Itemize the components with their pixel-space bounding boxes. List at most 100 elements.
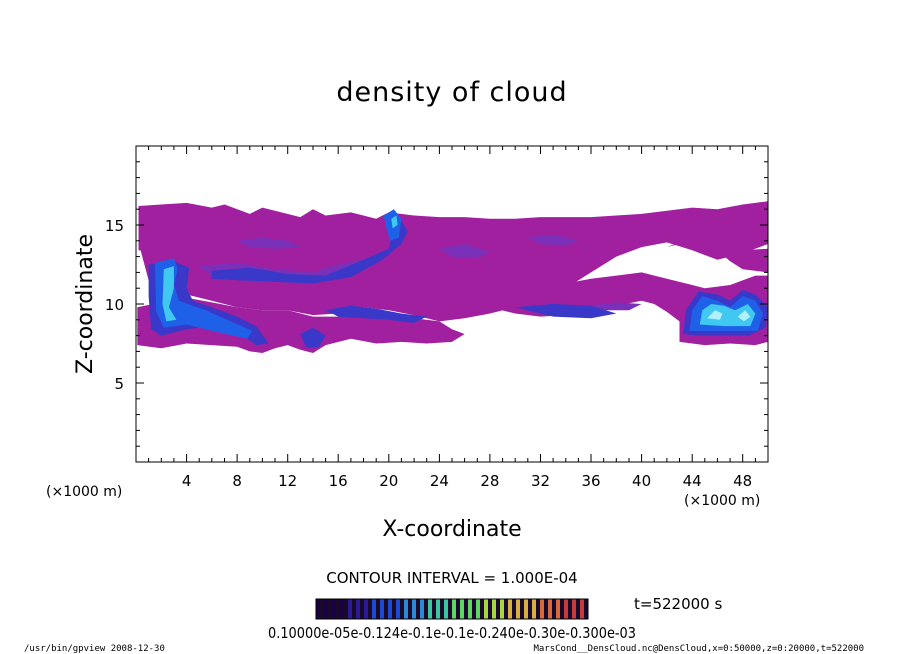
field-region-medium-9 (211, 221, 408, 284)
field-region-max-22 (737, 310, 751, 322)
colorbar-swatch (320, 599, 324, 619)
colorbar-swatch (504, 599, 508, 619)
field-region-peak-19 (391, 215, 398, 229)
colorbar-swatch (316, 599, 320, 619)
colorbar (316, 599, 588, 619)
colorbar-swatch (416, 599, 420, 619)
y-tick-label: 10 (105, 296, 124, 314)
colorbar-swatch (568, 599, 572, 619)
colorbar-swatch (580, 599, 584, 619)
colorbar-swatch (348, 599, 352, 619)
colorbar-swatch (532, 599, 536, 619)
y-tick-label: 15 (105, 217, 124, 235)
colorbar-swatch (424, 599, 428, 619)
footer-right: MarsCond__DensCloud.nc@DensCloud,x=0:500… (533, 644, 864, 654)
field-region-background-0 (138, 201, 768, 322)
colorbar-swatch (408, 599, 412, 619)
x-axis: 4 8 12 16 20 24 28 32 36 40 44 48 (148, 146, 756, 490)
field-region-light-5 (439, 244, 490, 259)
y-axis-label: Z-coordinate (73, 234, 98, 374)
x-tick-label: 8 (232, 472, 242, 490)
field-region-light-4 (237, 237, 301, 249)
colorbar-swatch (328, 599, 332, 619)
colorbar-swatch (432, 599, 436, 619)
colorbar-swatch (404, 599, 408, 619)
colorbar-swatch (572, 599, 576, 619)
colorbar-swatch (340, 599, 344, 619)
colorbar-swatch (436, 599, 440, 619)
colorbar-swatch (500, 599, 504, 619)
colorbar-swatch (476, 599, 480, 619)
colorbar-swatch (392, 599, 396, 619)
colorbar-swatch (584, 599, 588, 619)
colorbar-swatch (460, 599, 464, 619)
y-axis-unit: (×1000 m) (46, 484, 122, 500)
field-region-high-16 (155, 258, 253, 339)
colorbar-swatch (496, 599, 500, 619)
colorbar-swatch (488, 599, 492, 619)
colorbar-swatch (376, 599, 380, 619)
colorbar-swatch (388, 599, 392, 619)
colorbar-swatch (456, 599, 460, 619)
colorbar-swatch (512, 599, 516, 619)
colorbar-swatch (480, 599, 484, 619)
colorbar-swatch (520, 599, 524, 619)
colorbar-swatch (412, 599, 416, 619)
x-tick-label: 20 (379, 472, 398, 490)
y-axis: 5 10 15 (105, 161, 768, 447)
colorbar-swatch (548, 599, 552, 619)
footer-left: /usr/bin/gpview 2008-12-30 (24, 644, 165, 654)
colorbar-swatch (564, 599, 568, 619)
field-region-light-6 (527, 234, 579, 246)
x-tick-label: 24 (430, 472, 449, 490)
field-region-max-21 (707, 310, 723, 320)
field-region-background-3 (666, 237, 768, 273)
colorbar-swatch (452, 599, 456, 619)
x-tick-label: 48 (733, 472, 752, 490)
colorbar-swatch (356, 599, 360, 619)
x-tick-label: 16 (329, 472, 348, 490)
colorbar-swatch (440, 599, 444, 619)
contour-interval-label: CONTOUR INTERVAL = 1.000E-04 (326, 569, 577, 587)
colorbar-labels: 0.10000e-05e-0.124e-0.1e-0.1e-0.240e-0.3… (268, 624, 636, 642)
colorbar-swatch (372, 599, 376, 619)
chart-title: density of cloud (336, 77, 567, 108)
colorbar-swatch (540, 599, 544, 619)
colorbar-swatch (368, 599, 372, 619)
colorbar-swatch (448, 599, 452, 619)
colorbar-swatch (336, 599, 340, 619)
x-tick-label: 44 (683, 472, 702, 490)
field-region-medium-10 (325, 305, 427, 323)
colorbar-swatch (384, 599, 388, 619)
colorbar-swatch (544, 599, 548, 619)
colorbar-swatch (560, 599, 564, 619)
colorbar-swatch (332, 599, 336, 619)
x-tick-label: 36 (581, 472, 600, 490)
colorbar-swatch (524, 599, 528, 619)
colorbar-swatch (324, 599, 328, 619)
colorbar-swatch (396, 599, 400, 619)
colorbar-swatch (344, 599, 348, 619)
colorbar-swatch (428, 599, 432, 619)
colorbar-swatch (468, 599, 472, 619)
colorbar-swatch (576, 599, 580, 619)
x-axis-unit: (×1000 m) (684, 493, 760, 509)
field-region-light-7 (591, 302, 642, 311)
density-field (137, 201, 768, 353)
colorbar-swatch (400, 599, 404, 619)
colorbar-swatch (508, 599, 512, 619)
x-tick-label: 32 (531, 472, 550, 490)
colorbar-swatch (364, 599, 368, 619)
field-region-peak-18 (162, 266, 177, 322)
x-axis-label: X-coordinate (382, 517, 521, 542)
colorbar-swatch (360, 599, 364, 619)
field-region-medium-12 (515, 304, 617, 319)
colorbar-swatch (492, 599, 496, 619)
time-label: t=522000 s (634, 595, 722, 613)
colorbar-swatch (556, 599, 560, 619)
y-tick-label: 5 (114, 375, 124, 393)
colorbar-swatch (464, 599, 468, 619)
colorbar-swatch (472, 599, 476, 619)
colorbar-swatch (444, 599, 448, 619)
